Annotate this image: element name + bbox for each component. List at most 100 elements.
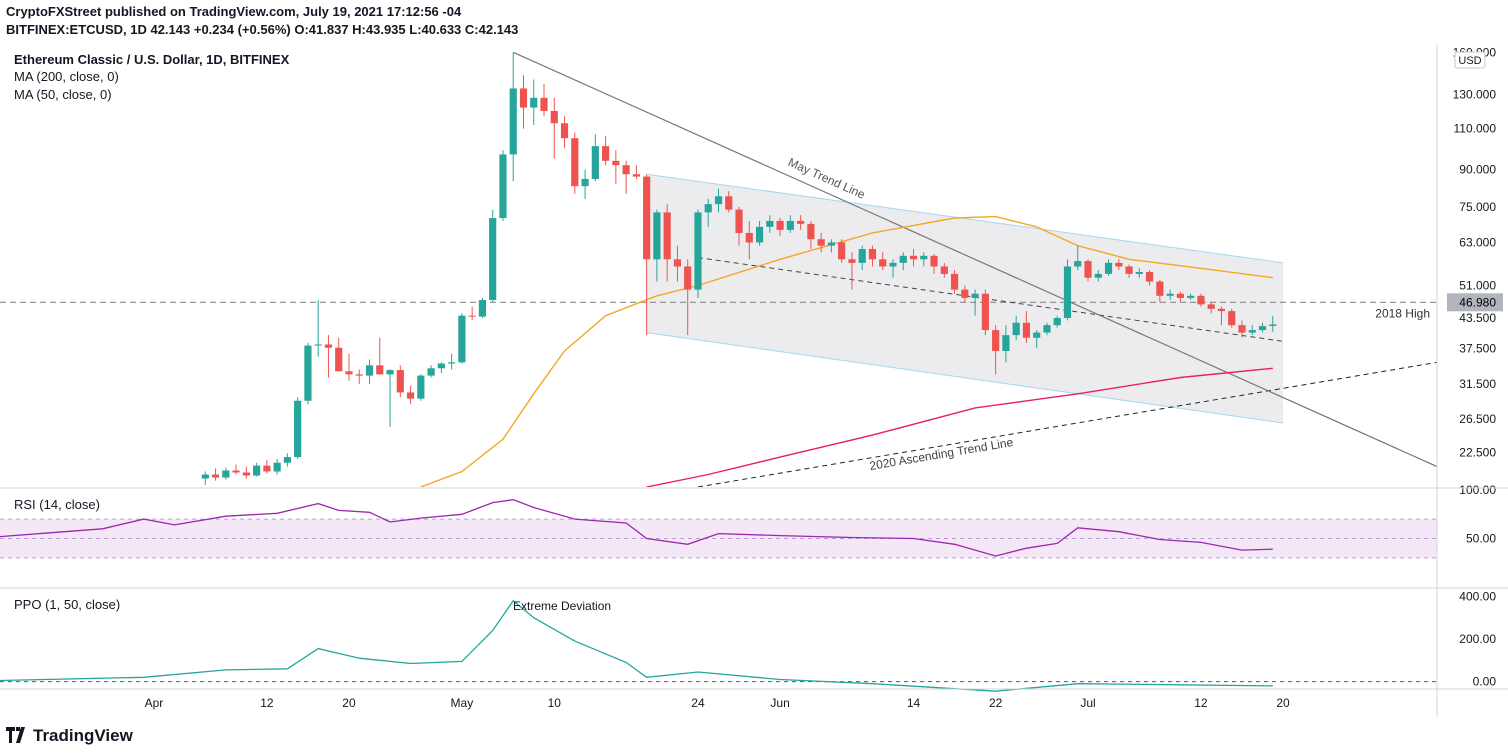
candle-body xyxy=(1002,335,1010,352)
ppo-tick-label: 400.00 xyxy=(1459,589,1496,603)
candle-body xyxy=(314,344,322,346)
candle-body xyxy=(591,146,599,179)
price-label-box xyxy=(1447,293,1503,312)
candle-body xyxy=(283,457,291,463)
price-tick-label: 22.500 xyxy=(1459,446,1496,460)
candle-body xyxy=(1156,281,1164,296)
candle-body xyxy=(386,370,394,375)
candle-body xyxy=(324,344,333,348)
candle-body xyxy=(458,315,466,363)
ma50-line xyxy=(420,215,1273,487)
candle-body xyxy=(714,196,723,205)
rsi-tick-label: 50.00 xyxy=(1466,532,1496,546)
candle-body xyxy=(396,370,404,393)
candle-body xyxy=(355,374,363,376)
price-tick-label: 90.000 xyxy=(1459,163,1496,177)
last-price: 42.143 xyxy=(150,22,191,37)
annotation-may-trend-line: May Trend Line xyxy=(786,155,867,202)
candle-body xyxy=(1228,311,1236,326)
tradingview-logo-icon xyxy=(6,727,25,743)
candle-body xyxy=(304,345,312,401)
ppo-title: PPO (1, 50, close) xyxy=(14,597,120,612)
candle-body xyxy=(499,154,507,219)
candle-body xyxy=(1238,325,1246,333)
candle-body xyxy=(294,400,302,458)
candle-body xyxy=(345,371,353,375)
candle-body xyxy=(242,472,250,476)
candle-body xyxy=(776,220,784,230)
candle-body xyxy=(622,165,630,175)
ppo-tick-label: 0.00 xyxy=(1473,675,1497,689)
candle-body xyxy=(889,262,897,267)
price-tick-label: 75.000 xyxy=(1459,200,1496,214)
candle-body xyxy=(1084,261,1092,278)
time-tick-label: 20 xyxy=(1276,696,1290,710)
tradingview-brand[interactable]: TradingView xyxy=(6,726,133,746)
candle-body xyxy=(406,392,415,399)
candle-body xyxy=(1258,326,1267,331)
time-tick-label: Jun xyxy=(770,696,789,710)
publish-info: CryptoFXStreet published on TradingView.… xyxy=(6,4,461,19)
candle-body xyxy=(1033,332,1041,338)
price-tick-label: 26.500 xyxy=(1459,412,1496,426)
candle-body xyxy=(448,362,456,364)
ppo-tick-label: 200.00 xyxy=(1459,632,1496,646)
candle-body xyxy=(632,174,640,177)
candle-body xyxy=(827,242,835,246)
candle-body xyxy=(1269,324,1277,326)
candle-body xyxy=(684,266,692,290)
candle-body xyxy=(735,209,743,233)
candle-body xyxy=(1094,273,1102,278)
legend-ma200: MA (200, close, 0) xyxy=(14,69,119,84)
rsi-tick-label: 100.00 xyxy=(1459,483,1496,497)
candle-body xyxy=(376,365,384,375)
candle-body xyxy=(858,249,866,263)
candle-body xyxy=(1053,318,1061,326)
candle-body xyxy=(1022,322,1031,338)
candle-body xyxy=(1217,308,1226,312)
candle-body xyxy=(1115,262,1123,267)
price-tick-label: 63.000 xyxy=(1459,235,1496,249)
ppo-pane xyxy=(0,599,1437,692)
candle-body xyxy=(868,249,877,260)
time-tick-label: 12 xyxy=(1194,696,1208,710)
candle-body xyxy=(602,146,610,161)
candle-body xyxy=(755,226,764,243)
candle-body xyxy=(673,259,682,267)
candle-body xyxy=(1135,272,1143,274)
annotation-ascending-trend-line: 2020 Ascending Trend Line xyxy=(868,435,1014,473)
candle-body xyxy=(663,212,671,260)
main-pane xyxy=(0,51,1437,487)
rsi-title: RSI (14, close) xyxy=(14,497,100,512)
price-change: +0.234 (+0.56%) xyxy=(193,22,291,37)
candle-body xyxy=(1043,325,1051,333)
symbol-info: BITFINEX:ETCUSD, 1D 42.143 +0.234 (+0.56… xyxy=(6,22,518,37)
candle-body xyxy=(930,255,938,267)
candle-body xyxy=(519,88,528,108)
candle-body xyxy=(263,465,271,472)
candle-body xyxy=(437,363,445,369)
candle-body xyxy=(920,255,928,260)
candle-body xyxy=(530,97,538,108)
price-label: 46.980 xyxy=(1459,295,1496,309)
annotation-extreme-deviation: Extreme Deviation xyxy=(513,599,611,613)
candle-body xyxy=(961,289,969,298)
time-tick-label: 12 xyxy=(260,696,274,710)
published-text: published on TradingView.com, July 19, 2… xyxy=(104,4,462,19)
candle-body xyxy=(211,474,220,478)
author-name[interactable]: CryptoFXStreet xyxy=(6,4,102,19)
time-tick-label: May xyxy=(451,696,474,710)
candle-body xyxy=(232,470,240,473)
candle-body xyxy=(1125,266,1133,274)
candle-body xyxy=(1104,262,1113,274)
candle-body xyxy=(1166,293,1174,296)
legend-ma50: MA (50, close, 0) xyxy=(14,87,112,102)
currency-label: USD xyxy=(1458,55,1481,67)
candle-body xyxy=(838,242,846,260)
candle-body xyxy=(1187,295,1195,298)
candle-body xyxy=(489,218,497,301)
ascending-trend-line xyxy=(697,361,1437,487)
channel-lower-line xyxy=(646,332,1284,424)
candle-body xyxy=(643,176,651,260)
